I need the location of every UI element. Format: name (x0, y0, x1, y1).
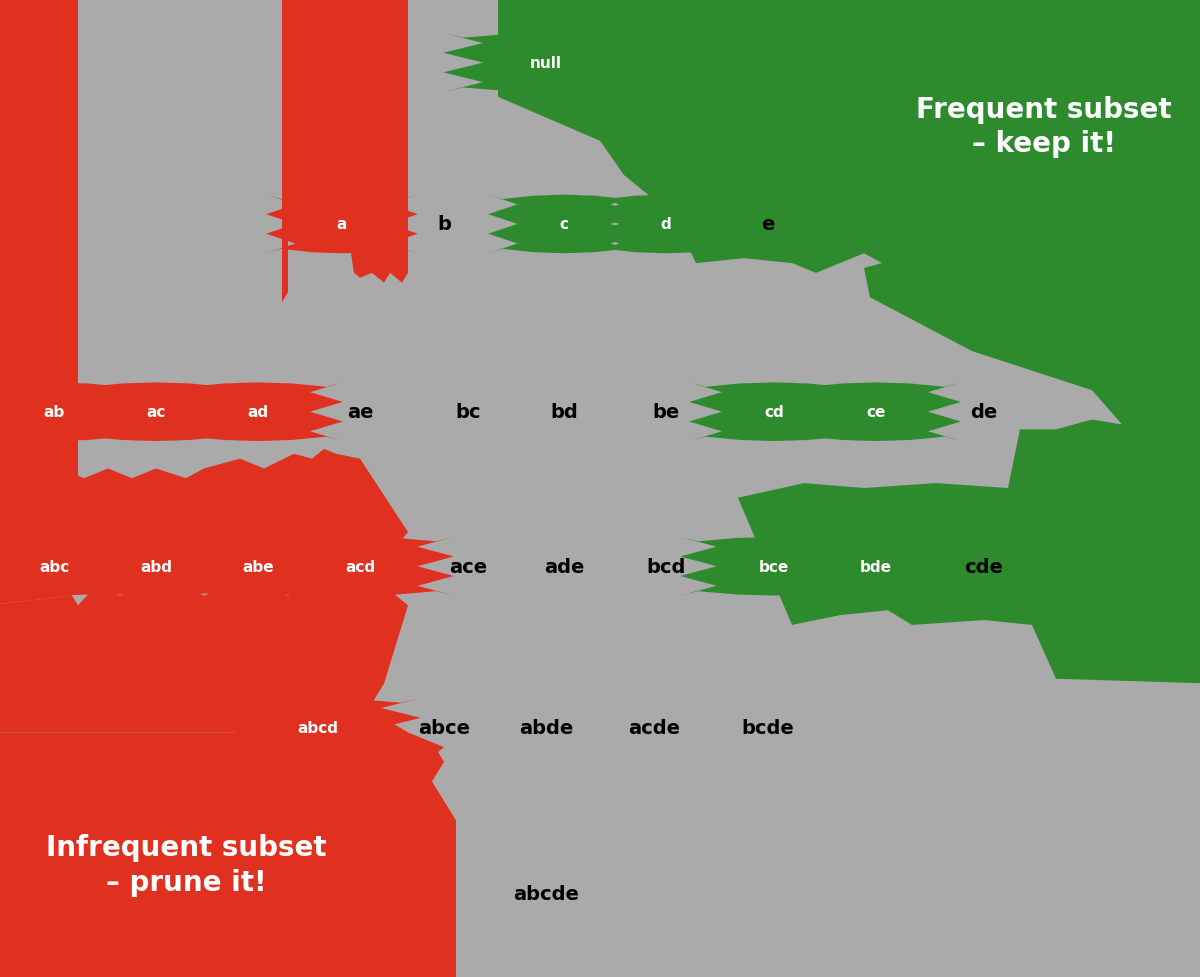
Text: cde: cde (965, 557, 1003, 576)
Text: bcde: bcde (742, 718, 794, 738)
Text: be: be (653, 403, 679, 422)
Polygon shape (282, 0, 408, 303)
Text: b: b (437, 215, 451, 234)
Polygon shape (0, 537, 148, 596)
Polygon shape (590, 195, 742, 254)
Polygon shape (443, 34, 649, 93)
Text: abd: abd (140, 559, 172, 574)
Text: abcde: abcde (514, 884, 578, 904)
Text: abce: abce (418, 718, 470, 738)
Polygon shape (0, 713, 456, 977)
Polygon shape (0, 586, 408, 733)
Polygon shape (498, 0, 1200, 684)
Text: Frequent subset
– keep it!: Frequent subset – keep it! (916, 96, 1172, 158)
Text: ae: ae (347, 403, 373, 422)
Text: bc: bc (455, 403, 481, 422)
Text: null: null (530, 56, 562, 71)
Text: abe: abe (242, 559, 274, 574)
Polygon shape (62, 537, 250, 596)
Polygon shape (266, 537, 454, 596)
Polygon shape (488, 195, 640, 254)
Polygon shape (0, 0, 78, 493)
Polygon shape (215, 699, 421, 757)
Text: abde: abde (518, 718, 574, 738)
Polygon shape (0, 383, 139, 442)
Polygon shape (0, 449, 408, 606)
Text: acd: acd (344, 559, 376, 574)
Text: Infrequent subset
– prune it!: Infrequent subset – prune it! (46, 833, 326, 896)
Text: e: e (761, 215, 775, 234)
Polygon shape (71, 383, 241, 442)
Text: bcd: bcd (647, 557, 685, 576)
Text: ace: ace (449, 557, 487, 576)
Text: a: a (337, 217, 347, 233)
Text: ad: ad (247, 404, 269, 420)
Polygon shape (680, 537, 868, 596)
Polygon shape (164, 537, 352, 596)
Text: cd: cd (764, 404, 784, 420)
Text: abc: abc (38, 559, 70, 574)
Polygon shape (266, 195, 418, 254)
Text: de: de (971, 403, 997, 422)
Text: acde: acde (628, 718, 680, 738)
Polygon shape (173, 383, 343, 442)
Text: ce: ce (866, 404, 886, 420)
Text: c: c (559, 217, 569, 233)
Text: bd: bd (550, 403, 578, 422)
Polygon shape (782, 537, 970, 596)
Polygon shape (791, 383, 961, 442)
Text: ade: ade (544, 557, 584, 576)
Polygon shape (689, 383, 859, 442)
Text: ac: ac (146, 404, 166, 420)
Text: bce: bce (758, 559, 790, 574)
Text: d: d (661, 217, 671, 233)
Text: abcd: abcd (298, 720, 338, 736)
Text: ab: ab (43, 404, 65, 420)
Text: bde: bde (860, 559, 892, 574)
